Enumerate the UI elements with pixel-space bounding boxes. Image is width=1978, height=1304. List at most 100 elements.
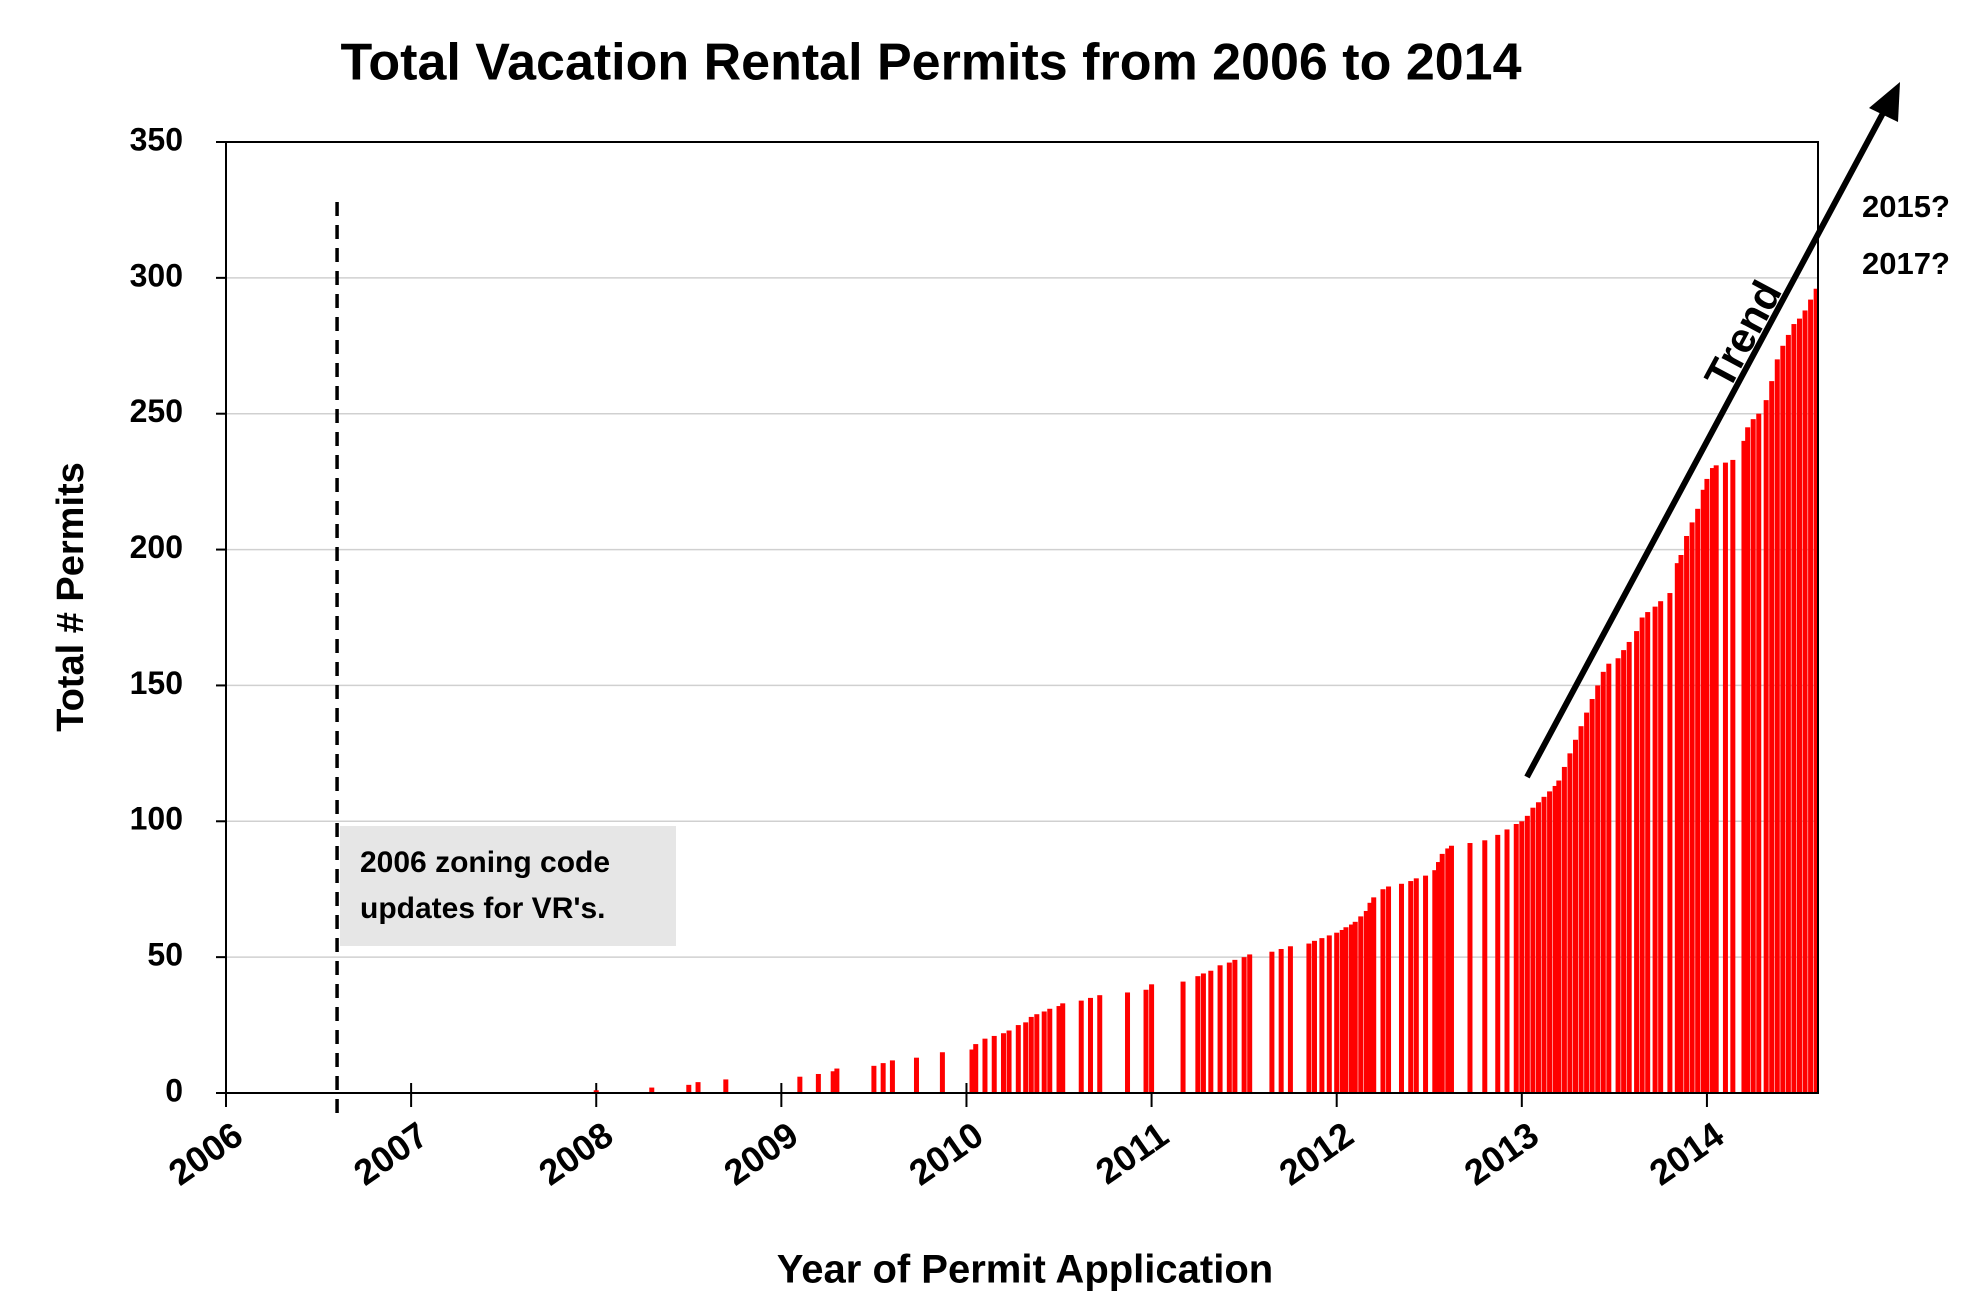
bar: [1269, 951, 1275, 1093]
bar: [797, 1076, 803, 1093]
y-tick-label: 50: [147, 937, 183, 973]
bar: [1326, 935, 1332, 1093]
bar: [1232, 959, 1238, 1093]
bar: [982, 1038, 988, 1093]
bar: [1639, 617, 1645, 1093]
bar: [834, 1068, 840, 1093]
bar: [1060, 1003, 1066, 1093]
bar: [1780, 345, 1786, 1093]
y-tick-label: 350: [130, 121, 183, 157]
bar: [880, 1063, 886, 1093]
bar: [1217, 965, 1223, 1093]
x-tick-label: 2006: [161, 1114, 250, 1194]
bar: [815, 1073, 821, 1093]
trend-arrow: [1524, 98, 1893, 779]
bar: [1621, 650, 1627, 1093]
y-tick-label: 200: [130, 529, 183, 565]
bar: [1143, 989, 1149, 1093]
bar: [1561, 766, 1567, 1093]
bar: [1595, 685, 1601, 1093]
bar: [1247, 954, 1253, 1093]
bar: [1645, 612, 1651, 1093]
bar: [1626, 641, 1632, 1093]
bar: [1319, 938, 1325, 1093]
bar: [695, 1082, 701, 1093]
x-tick-label: 2010: [901, 1114, 990, 1194]
bar: [1423, 875, 1429, 1093]
bar: [1700, 489, 1706, 1093]
bar: [1195, 976, 1201, 1093]
bar: [1678, 555, 1684, 1093]
bar: [1519, 821, 1525, 1093]
forecast-label: 2015?: [1862, 189, 1950, 224]
bar: [1634, 631, 1640, 1093]
bar: [1448, 845, 1454, 1093]
bar: [1041, 1011, 1047, 1093]
bar: [1709, 468, 1715, 1093]
bar: [1349, 924, 1355, 1093]
bar: [1000, 1033, 1006, 1093]
y-tick-label: 250: [130, 393, 183, 429]
x-tick-label: 2013: [1457, 1114, 1546, 1194]
bar: [1530, 807, 1536, 1093]
bar: [1200, 973, 1206, 1093]
bar: [1445, 848, 1451, 1093]
y-axis-label: Total # Permits: [50, 462, 92, 732]
bar: [1287, 946, 1293, 1093]
bar: [1552, 785, 1558, 1093]
bar: [1398, 883, 1404, 1093]
bar: [1495, 834, 1501, 1093]
bar: [1056, 1006, 1062, 1093]
trend-arrowhead: [1869, 82, 1900, 122]
x-tick-label: 2009: [716, 1114, 805, 1194]
bar: [1689, 522, 1695, 1093]
bar: [1615, 658, 1621, 1093]
bar: [1796, 318, 1802, 1094]
bar: [1606, 663, 1612, 1093]
bar: [1413, 878, 1419, 1093]
bar: [1745, 427, 1751, 1093]
bar: [1023, 1022, 1029, 1093]
bar: [1769, 381, 1775, 1093]
x-tick-label: 2012: [1272, 1114, 1361, 1194]
bar: [871, 1065, 877, 1093]
bar: [1802, 310, 1808, 1093]
bar: [1741, 440, 1747, 1093]
bar: [1097, 995, 1103, 1093]
bar: [1774, 359, 1780, 1093]
y-tick-label: 150: [130, 665, 183, 701]
bar: [649, 1087, 655, 1093]
bar: [686, 1084, 692, 1093]
bar: [1358, 916, 1364, 1093]
bar: [1339, 929, 1345, 1093]
bar: [1535, 802, 1541, 1093]
bar: [1306, 943, 1312, 1093]
bar: [1674, 563, 1680, 1093]
bar: [1541, 796, 1547, 1093]
bar: [1334, 932, 1340, 1093]
bar: [1015, 1025, 1021, 1093]
bar: [1785, 334, 1791, 1094]
bar: [1756, 413, 1762, 1093]
x-tick-label: 2007: [346, 1114, 435, 1194]
bar: [1125, 992, 1131, 1093]
bar: [1241, 957, 1247, 1093]
y-tick-label: 300: [130, 257, 183, 293]
bar: [830, 1071, 836, 1093]
x-tick-label: 2011: [1088, 1114, 1176, 1192]
bar: [1808, 299, 1814, 1093]
bar: [1547, 791, 1553, 1093]
bar: [1028, 1016, 1034, 1093]
bar: [1047, 1008, 1053, 1093]
x-axis-label: Year of Permit Application: [777, 1248, 1273, 1292]
bar: [1467, 843, 1473, 1093]
bar: [723, 1079, 729, 1093]
plot-frame: [225, 141, 1819, 1094]
bar: [1524, 815, 1530, 1093]
bar: [991, 1035, 997, 1093]
bar: [593, 1090, 599, 1093]
bar: [1380, 889, 1386, 1093]
annotation-box: 2006 zoning code updates for VR's.: [340, 826, 676, 946]
bar: [969, 1049, 975, 1093]
bar: [1684, 535, 1690, 1093]
